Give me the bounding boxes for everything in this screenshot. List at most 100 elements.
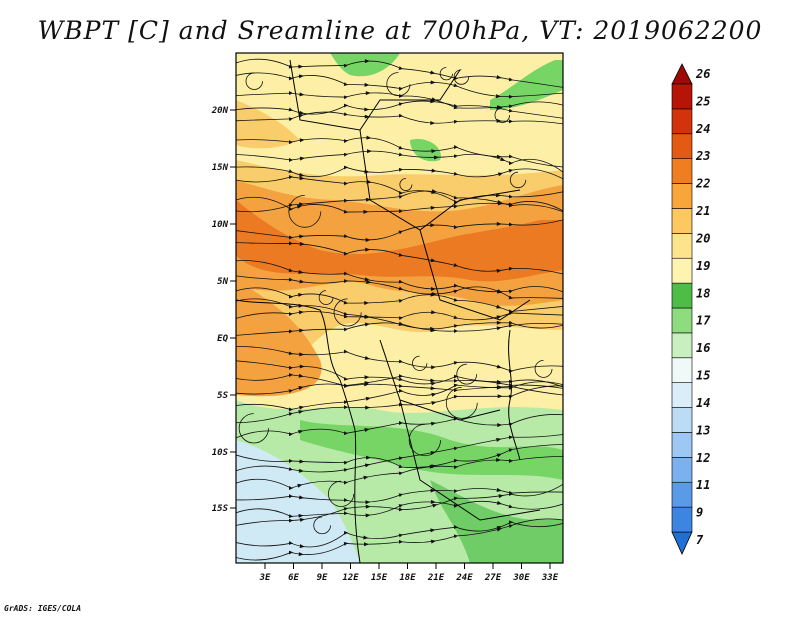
streamline-arrow [431, 310, 437, 315]
streamline-10 [236, 190, 563, 213]
streamline-eddy-7 [288, 194, 322, 228]
streamline-eddy-16 [408, 423, 441, 457]
streamline-arrow [299, 241, 305, 246]
streamline-arrow [496, 118, 502, 123]
streamline-arrow [431, 401, 437, 406]
streamline-arrow [299, 202, 305, 207]
streamline-11 [236, 219, 563, 241]
streamline-arrow [297, 483, 303, 488]
lon-label-6E: 6E [288, 573, 299, 583]
colorbar-box-6 [671, 357, 693, 383]
streamline-arrow [298, 74, 305, 79]
streamline-arrow [496, 385, 502, 390]
streamline-arrow [430, 328, 436, 333]
streamline-arrow [298, 310, 305, 315]
streamline-arrow [299, 156, 306, 161]
colorbar-box-8 [671, 307, 693, 334]
map-title: WBPT [C] and Sreamline at 700hPa, VT: 20… [37, 16, 763, 45]
lon-label-24E: 24E [455, 573, 473, 583]
streamline-arrow [298, 292, 304, 297]
colorbar-box-10 [671, 257, 693, 284]
streamline-eddy-12 [445, 386, 478, 419]
streamline-arrow [365, 197, 372, 202]
streamline-arrow [364, 428, 370, 432]
streamline-eddy-1 [534, 359, 553, 378]
colorbar-max-triangle [671, 63, 693, 85]
streamline-arrow [430, 223, 436, 228]
streamline-arrow [298, 429, 304, 434]
streamline-arrow [497, 394, 503, 399]
colorbar-box-14 [671, 158, 693, 184]
streamline-arrow [299, 92, 305, 97]
colorbar-box-7 [671, 332, 693, 359]
border-1 [289, 59, 461, 131]
streamline-arrow [363, 209, 369, 214]
streamline-arrow [496, 221, 502, 226]
lat-label-EQ: EQ [217, 334, 228, 344]
colorbar-label-13: 13 [696, 423, 710, 437]
streamline-arrow [431, 149, 437, 154]
streamline-arrow [363, 542, 370, 547]
streamline-arrow [364, 322, 371, 327]
streamline-arrow [299, 138, 305, 143]
colorbar-label-17: 17 [696, 314, 711, 328]
colorbar-label-25: 25 [695, 94, 710, 108]
streamline-arrow [433, 155, 440, 160]
streamline-arrow [498, 494, 504, 499]
streamline-arrow [364, 82, 370, 87]
colorbar-label-19: 19 [696, 259, 710, 273]
streamline-arrow [299, 279, 305, 284]
lon-axis: 3E 6E 9E 12E 15E 18E 21E 24E 27E 30E 33E [259, 563, 559, 583]
streamline-arrow [430, 70, 436, 75]
colorbar-box-16 [671, 108, 693, 135]
streamline-eddy-14 [453, 69, 470, 85]
lon-label-18E: 18E [399, 573, 416, 583]
country-borders [236, 59, 541, 563]
colorbar-label-9: 9 [696, 506, 703, 520]
streamline-arrow [298, 552, 304, 557]
lat-axis: 20N 15N 10N 5N EQ 5S 10S 15S [211, 106, 236, 514]
grads-credit: GrADS: IGES/COLA [4, 604, 82, 613]
streamline-arrow [430, 121, 436, 126]
lat-label-5S: 5S [217, 391, 228, 401]
streamline-arrow [364, 355, 371, 360]
field-north-orange [236, 100, 300, 149]
streamline-arrow [299, 352, 305, 357]
colorbar-label-7: 7 [696, 533, 704, 547]
colorbar-label-20: 20 [695, 231, 710, 245]
colorbar-label-21: 21 [695, 204, 710, 218]
lon-label-30E: 30E [512, 573, 530, 583]
streamline-eddy-8 [245, 72, 263, 90]
colorbar-min-triangle [671, 531, 693, 555]
colorbar-box-4 [671, 407, 693, 433]
lon-label-15E: 15E [371, 573, 388, 583]
border-3 [419, 229, 531, 321]
streamline-arrow [299, 328, 305, 333]
streamline-arrow [497, 199, 503, 204]
lon-label-27E: 27E [484, 573, 502, 583]
streamline-arrow [365, 238, 371, 243]
colorbar-box-3 [671, 432, 693, 458]
colorbar-label-23: 23 [695, 149, 710, 163]
streamline-arrow [366, 280, 372, 284]
streamline-28 [236, 455, 563, 491]
streamline-6 [236, 150, 563, 173]
colorbar-label-18: 18 [696, 286, 710, 300]
colorbar-box-9 [671, 282, 693, 309]
streamline-arrow [496, 315, 502, 320]
streamline-arrow [500, 157, 506, 161]
streamline-eddy-0 [399, 178, 413, 191]
streamline-arrow [496, 457, 502, 462]
streamline-arrow [430, 488, 436, 493]
lat-label-5N: 5N [217, 277, 228, 287]
streamline-eddy-9 [412, 355, 428, 371]
colorbar-box-2 [671, 457, 693, 483]
streamline-arrow [496, 289, 503, 294]
border-4 [379, 339, 501, 421]
streamline-25 [236, 414, 563, 439]
streamline-arrow [299, 364, 305, 369]
streamline-eddy-13 [328, 480, 355, 507]
lat-label-10N: 10N [212, 220, 229, 230]
streamline-4 [236, 111, 563, 125]
